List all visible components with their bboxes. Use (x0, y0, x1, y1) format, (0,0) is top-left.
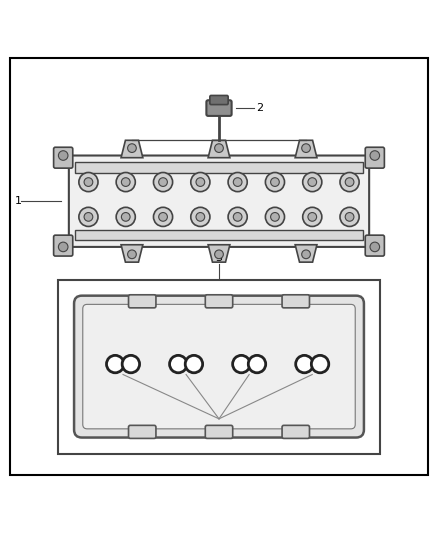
FancyBboxPatch shape (282, 295, 310, 308)
Circle shape (106, 356, 124, 373)
Circle shape (84, 177, 93, 187)
Bar (75, 162, 363, 173)
Circle shape (79, 207, 98, 227)
Circle shape (228, 207, 247, 227)
Circle shape (308, 213, 317, 221)
Circle shape (265, 173, 285, 192)
Circle shape (121, 213, 130, 221)
Circle shape (233, 213, 242, 221)
Circle shape (265, 207, 285, 227)
FancyBboxPatch shape (205, 425, 233, 439)
Polygon shape (121, 140, 143, 158)
Circle shape (228, 173, 247, 192)
Circle shape (370, 151, 380, 160)
FancyBboxPatch shape (205, 295, 233, 308)
Circle shape (196, 177, 205, 187)
FancyBboxPatch shape (365, 147, 385, 168)
Circle shape (233, 177, 242, 187)
Circle shape (215, 144, 223, 152)
FancyBboxPatch shape (206, 100, 232, 116)
Circle shape (340, 173, 359, 192)
Circle shape (233, 356, 250, 373)
Circle shape (58, 242, 68, 252)
Circle shape (116, 173, 135, 192)
Circle shape (84, 213, 93, 221)
Bar (58, 279, 380, 454)
Circle shape (303, 173, 322, 192)
Circle shape (121, 177, 130, 187)
Circle shape (122, 356, 140, 373)
Circle shape (159, 213, 167, 221)
Circle shape (191, 173, 210, 192)
Circle shape (271, 177, 279, 187)
FancyBboxPatch shape (128, 425, 156, 439)
Circle shape (153, 207, 173, 227)
Circle shape (311, 356, 329, 373)
Circle shape (127, 144, 136, 152)
Circle shape (79, 173, 98, 192)
Circle shape (302, 250, 311, 259)
Text: 2: 2 (256, 103, 263, 112)
Polygon shape (208, 140, 230, 158)
Circle shape (345, 213, 354, 221)
Circle shape (159, 177, 167, 187)
FancyBboxPatch shape (282, 425, 310, 439)
Text: 4: 4 (215, 420, 223, 430)
Text: 1: 1 (14, 196, 21, 206)
FancyBboxPatch shape (53, 235, 73, 256)
Polygon shape (295, 245, 317, 262)
FancyBboxPatch shape (210, 95, 228, 104)
Circle shape (296, 356, 313, 373)
FancyBboxPatch shape (69, 156, 369, 247)
Circle shape (308, 177, 317, 187)
FancyBboxPatch shape (365, 235, 385, 256)
Circle shape (185, 356, 203, 373)
FancyBboxPatch shape (83, 304, 355, 429)
FancyBboxPatch shape (74, 296, 364, 438)
Circle shape (153, 173, 173, 192)
Circle shape (116, 207, 135, 227)
Circle shape (340, 207, 359, 227)
Polygon shape (121, 245, 143, 262)
Text: 3: 3 (215, 253, 223, 263)
Circle shape (248, 356, 266, 373)
Circle shape (303, 207, 322, 227)
FancyBboxPatch shape (128, 295, 156, 308)
Circle shape (215, 250, 223, 259)
Circle shape (191, 207, 210, 227)
Circle shape (271, 213, 279, 221)
Circle shape (170, 356, 187, 373)
FancyBboxPatch shape (53, 147, 73, 168)
Polygon shape (295, 140, 317, 158)
Circle shape (345, 177, 354, 187)
Circle shape (58, 151, 68, 160)
Circle shape (370, 242, 380, 252)
Bar (75, 230, 363, 240)
Circle shape (127, 250, 136, 259)
Circle shape (196, 213, 205, 221)
Polygon shape (208, 245, 230, 262)
Circle shape (302, 144, 311, 152)
